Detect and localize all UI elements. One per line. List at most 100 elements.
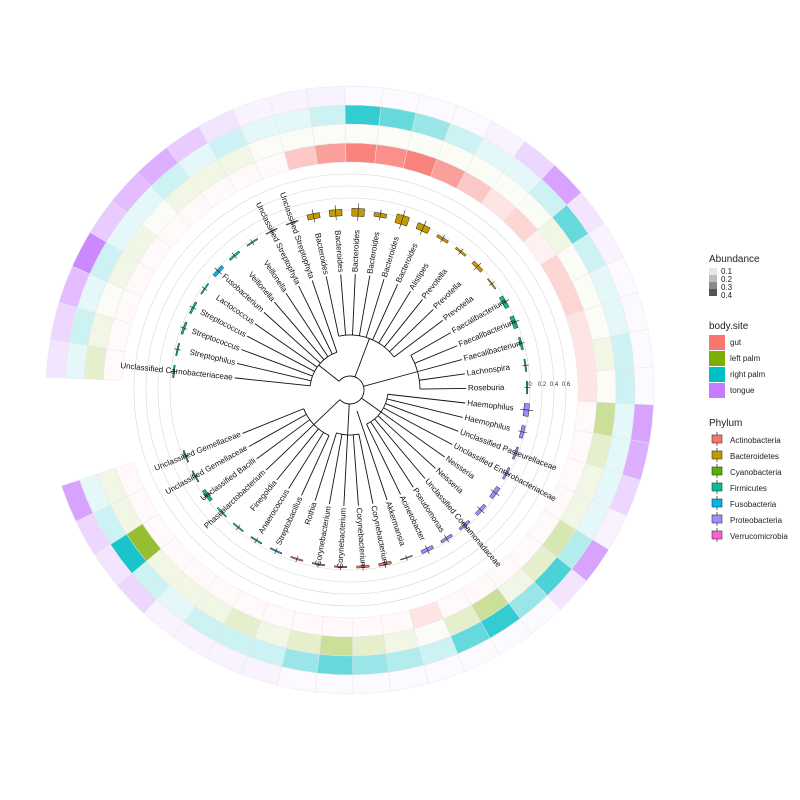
heatmap-cell-gut-12 bbox=[345, 142, 378, 164]
body-site-swatch-gut bbox=[709, 335, 725, 350]
tree-branch bbox=[354, 338, 370, 378]
boxplot-whisker-17 bbox=[458, 248, 464, 255]
tree-branch bbox=[366, 424, 401, 495]
tree-branch bbox=[242, 408, 304, 434]
tree-branch bbox=[265, 424, 315, 471]
phylum-legend: Phylum Actinobacteria Bacteroidetes Cyan… bbox=[709, 418, 788, 542]
tree-branch bbox=[410, 332, 452, 356]
boxplot-whisker-36 bbox=[362, 563, 364, 571]
body-site-label-gut: gut bbox=[730, 338, 742, 347]
boxplot-whisker-34 bbox=[405, 555, 408, 561]
boxplot-whisker-42 bbox=[235, 524, 241, 531]
tree-branch bbox=[358, 434, 374, 504]
boxplot-whisker-12 bbox=[357, 203, 359, 221]
heatmap-cell-tongue-46 bbox=[61, 479, 94, 522]
boxplot-whisker-9 bbox=[291, 219, 294, 226]
heatmap-cell-tongue-0 bbox=[46, 338, 70, 379]
tree-branch bbox=[386, 398, 463, 418]
phylum-legend-title: Phylum bbox=[709, 418, 742, 429]
tree-branch bbox=[234, 377, 311, 387]
body-site-label-right-palm: right palm bbox=[730, 370, 765, 379]
boxplot-whisker-19 bbox=[489, 281, 495, 286]
tree-branch bbox=[285, 292, 329, 357]
boxplot-axis-tick-3: 0.6 bbox=[562, 382, 571, 388]
boxplot-whisker-14 bbox=[399, 210, 406, 229]
body-site-legend-title: body.site bbox=[709, 321, 749, 332]
guide-rings bbox=[133, 173, 567, 607]
boxplot-whisker-39 bbox=[295, 555, 298, 563]
guide-ring-0 bbox=[169, 209, 531, 571]
tree-branch bbox=[318, 364, 340, 382]
boxplot-whisker-4 bbox=[201, 286, 208, 291]
tree-branch bbox=[347, 403, 350, 435]
boxplot-whisker-41 bbox=[254, 537, 259, 544]
tree-branch bbox=[356, 410, 388, 501]
abundance-swatch-4 bbox=[709, 289, 717, 296]
boxplot-whisker-26 bbox=[517, 430, 528, 434]
boxplot-whisker-38 bbox=[317, 561, 320, 568]
tree-branch bbox=[276, 428, 319, 481]
heatmap-cell-tongue-25 bbox=[630, 403, 654, 444]
boxplot-whisker-22 bbox=[517, 342, 525, 345]
boxplot-whisker-23 bbox=[522, 364, 529, 367]
heatmap-cell-left-palm-36 bbox=[352, 634, 387, 657]
tree-branch bbox=[301, 435, 330, 496]
phylum-legend-keys bbox=[711, 432, 723, 542]
tip-label-1: Streptophilus bbox=[189, 348, 237, 367]
tip-label-23: Lachnospira bbox=[466, 363, 511, 378]
boxplot-whisker-13 bbox=[379, 209, 382, 221]
legend-panel: Abundance 0.1 0.2 0.3 0.4 body.site gut … bbox=[709, 254, 788, 542]
tree-branch bbox=[377, 415, 436, 469]
heatmap-cell-left-palm-11 bbox=[311, 123, 346, 146]
heatmap-cell-tongue-12 bbox=[344, 85, 384, 107]
tip-label-12: Bacteroides bbox=[350, 230, 361, 273]
phylum-label-firmicutes: Firmicutes bbox=[730, 484, 767, 493]
tree-branches bbox=[234, 274, 466, 506]
abundance-label-2: 0.2 bbox=[721, 275, 733, 284]
boxplot-whisker-32 bbox=[444, 535, 450, 543]
boxplot-ring bbox=[170, 203, 534, 571]
heatmap-cell-left-palm-24 bbox=[596, 369, 617, 404]
tip-label-13: Bacteroides bbox=[365, 231, 381, 274]
heatmap-cell-right-palm-24 bbox=[614, 367, 636, 405]
abundance-label-1: 0.1 bbox=[721, 267, 733, 276]
heatmap-cell-gut-37 bbox=[321, 616, 353, 638]
abundance-legend: Abundance 0.1 0.2 0.3 0.4 bbox=[709, 254, 760, 300]
heatmap-cell-right-palm-36 bbox=[352, 653, 389, 676]
tip-labels: Unclassified CarnobacteriaceaeStreptophi… bbox=[120, 191, 559, 569]
heatmap-cell-right-palm-12 bbox=[344, 104, 382, 126]
body-site-label-tongue: tongue bbox=[730, 386, 755, 395]
boxplot-whisker-0 bbox=[170, 370, 177, 373]
abundance-label-4: 0.4 bbox=[721, 291, 733, 300]
boxplot-whisker-25 bbox=[520, 408, 534, 411]
tree-branch bbox=[352, 274, 356, 336]
tree-branch bbox=[248, 414, 307, 448]
heatmap-cell-left-palm-0 bbox=[83, 345, 107, 380]
heatmap-cell-right-palm-11 bbox=[308, 104, 346, 128]
tree-branch bbox=[384, 299, 423, 348]
heatmap-cell-gut-25 bbox=[574, 400, 597, 434]
tree-branch bbox=[417, 359, 463, 373]
boxplot-whisker-45 bbox=[192, 474, 199, 479]
heatmap-cell-left-palm-37 bbox=[318, 635, 353, 657]
phylum-label-bacteroidetes: Bacteroidetes bbox=[730, 452, 779, 461]
tip-label-10: Bacteroides bbox=[313, 232, 330, 275]
tree-branch bbox=[311, 280, 338, 353]
boxplot-whisker-20 bbox=[499, 299, 510, 306]
phylum-label-verrucomicrobia: Verrucomicrobia bbox=[730, 532, 788, 541]
tree-branch bbox=[288, 432, 324, 489]
heatmap-cell-tongue-37 bbox=[314, 672, 354, 695]
tree-branch bbox=[385, 403, 459, 432]
boxplot-whisker-18 bbox=[473, 262, 482, 271]
tree-branch bbox=[247, 335, 315, 372]
tree-branch bbox=[414, 345, 458, 364]
guide-ring-1 bbox=[157, 197, 543, 583]
boxplot-whisker-30 bbox=[477, 506, 485, 514]
tree-branch bbox=[387, 393, 466, 404]
body-site-legend: body.site gut left palm right palm tongu… bbox=[709, 321, 765, 398]
boxplot-whisker-16 bbox=[440, 234, 446, 243]
tree-branch bbox=[374, 418, 426, 479]
tip-label-11: Bacteroides bbox=[333, 230, 345, 273]
body-site-swatch-tongue bbox=[709, 383, 725, 398]
body-site-label-left-palm: left palm bbox=[730, 354, 761, 363]
